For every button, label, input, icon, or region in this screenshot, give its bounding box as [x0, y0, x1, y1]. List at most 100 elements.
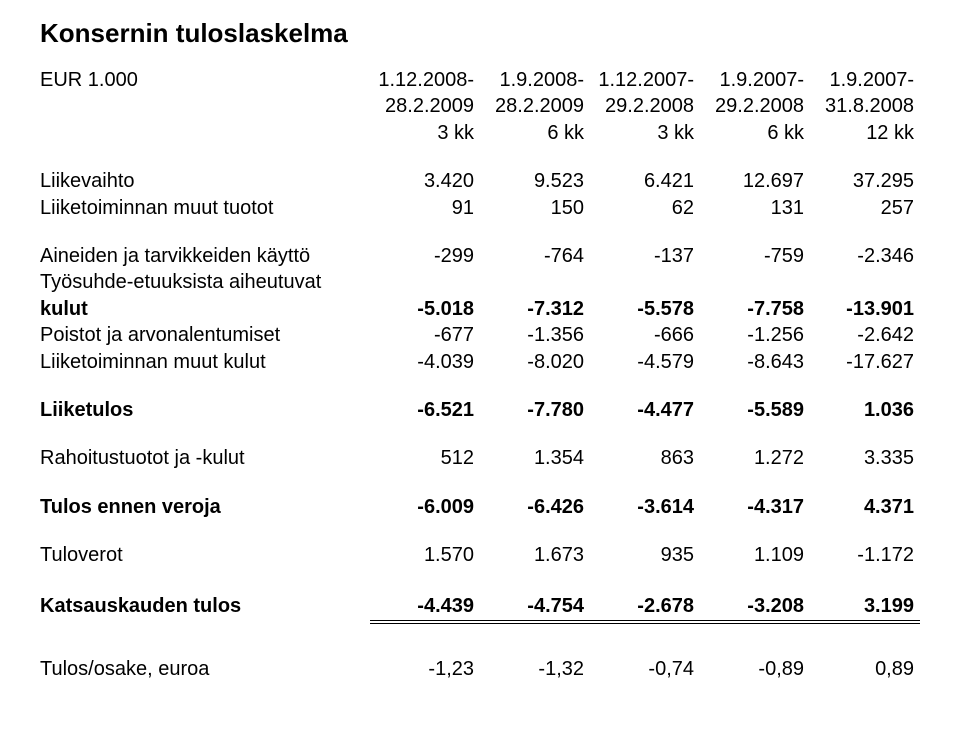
row-val-0: 512 — [370, 445, 480, 471]
row-val-0: -5.018 — [370, 296, 480, 322]
row-label: Liiketulos — [40, 397, 370, 423]
row-val-4: 37.295 — [810, 168, 920, 194]
spacer-row — [40, 423, 920, 445]
row-val-3: -1.256 — [700, 322, 810, 348]
row-val-2: 62 — [590, 195, 700, 221]
row-val-2: -137 — [590, 243, 700, 269]
header-top-3: 1.9.2007- — [700, 67, 810, 93]
row-val-2: 935 — [590, 542, 700, 568]
row-label: Liikevaihto — [40, 168, 370, 194]
row-val-2: -3.614 — [590, 494, 700, 520]
row-val-1: 9.523 — [480, 168, 590, 194]
row-label: Tulos ennen veroja — [40, 494, 370, 520]
table-row: kulut-5.018-7.312-5.578-7.758-13.901 — [40, 296, 920, 322]
row-val-2: -4.579 — [590, 349, 700, 375]
table-row: Tulos/osake, euroa-1,23-1,32-0,74-0,890,… — [40, 656, 920, 682]
row-val-3: 12.697 — [700, 168, 810, 194]
row-val-0: 3.420 — [370, 168, 480, 194]
header-row-1: EUR 1.0001.12.2008-1.9.2008-1.12.2007-1.… — [40, 67, 920, 93]
row-val-4: 3.335 — [810, 445, 920, 471]
spacer-cell — [40, 221, 920, 243]
row-val-4: 1.036 — [810, 397, 920, 423]
table-row: Liiketoiminnan muut tuotot9115062131257 — [40, 195, 920, 221]
header-row-2: 28.2.200928.2.200929.2.200829.2.200831.8… — [40, 93, 920, 119]
spacer-row — [40, 146, 920, 168]
header-bot-4: 12 kk — [810, 120, 920, 146]
row-val-0: -299 — [370, 243, 480, 269]
big-gap-cell — [40, 622, 920, 656]
row-val-0: -6.009 — [370, 494, 480, 520]
table-row: Rahoitustuotot ja -kulut5121.3548631.272… — [40, 445, 920, 471]
row-val-1: -8.020 — [480, 349, 590, 375]
row-label: Poistot ja arvonalentumiset — [40, 322, 370, 348]
header-bot-0: 3 kk — [370, 120, 480, 146]
row-val-1: -764 — [480, 243, 590, 269]
row-val-3: -759 — [700, 243, 810, 269]
spacer-row — [40, 375, 920, 397]
header-mid-4: 31.8.2008 — [810, 93, 920, 119]
header-top-0: 1.12.2008- — [370, 67, 480, 93]
spacer-cell — [40, 520, 920, 542]
big-gap-row — [40, 622, 920, 656]
header-mid-0: 28.2.2009 — [370, 93, 480, 119]
row-val-2: 863 — [590, 445, 700, 471]
row-val-0: -1,23 — [370, 656, 480, 682]
row-val-1: -7.312 — [480, 296, 590, 322]
row-val-1: -7.780 — [480, 397, 590, 423]
row-val-2 — [590, 269, 700, 295]
row-val-2: -2.678 — [590, 590, 700, 621]
spacer-cell — [40, 375, 920, 397]
table-row: Poistot ja arvonalentumiset-677-1.356-66… — [40, 322, 920, 348]
row-val-2: 6.421 — [590, 168, 700, 194]
header-mid-1: 28.2.2009 — [480, 93, 590, 119]
income-statement-table: EUR 1.0001.12.2008-1.9.2008-1.12.2007-1.… — [40, 67, 920, 682]
header-top-2: 1.12.2007- — [590, 67, 700, 93]
row-val-0: -677 — [370, 322, 480, 348]
row-val-2: -666 — [590, 322, 700, 348]
table-row: Tuloverot1.5701.6739351.109-1.172 — [40, 542, 920, 568]
currency-label: EUR 1.000 — [40, 67, 370, 93]
row-label: Työsuhde-etuuksista aiheutuvat — [40, 269, 370, 295]
row-val-0: -4.439 — [370, 590, 480, 621]
spacer-cell — [40, 423, 920, 445]
row-val-3: 1.272 — [700, 445, 810, 471]
row-val-0: -4.039 — [370, 349, 480, 375]
header-top-4: 1.9.2007- — [810, 67, 920, 93]
table-row: Liikevaihto3.4209.5236.42112.69737.295 — [40, 168, 920, 194]
row-label: Katsauskauden tulos — [40, 590, 370, 621]
row-val-4: 4.371 — [810, 494, 920, 520]
row-label: Tuloverot — [40, 542, 370, 568]
spacer-row — [40, 221, 920, 243]
row-val-2: -4.477 — [590, 397, 700, 423]
row-val-1: -4.754 — [480, 590, 590, 621]
row-val-1 — [480, 269, 590, 295]
row-val-3: -8.643 — [700, 349, 810, 375]
document-page: Konsernin tuloslaskelma EUR 1.0001.12.20… — [0, 0, 960, 732]
table-row: Työsuhde-etuuksista aiheutuvat — [40, 269, 920, 295]
row-val-1: -6.426 — [480, 494, 590, 520]
page-title: Konsernin tuloslaskelma — [40, 18, 920, 49]
row-val-3: -0,89 — [700, 656, 810, 682]
row-val-4: -17.627 — [810, 349, 920, 375]
row-val-0: 1.570 — [370, 542, 480, 568]
spacer-row — [40, 568, 920, 590]
row-val-1: -1,32 — [480, 656, 590, 682]
row-val-3 — [700, 269, 810, 295]
row-val-1: -1.356 — [480, 322, 590, 348]
row-val-1: 1.673 — [480, 542, 590, 568]
spacer-cell — [40, 472, 920, 494]
row-val-1: 1.354 — [480, 445, 590, 471]
row-label: Liiketoiminnan muut tuotot — [40, 195, 370, 221]
header-top-1: 1.9.2008- — [480, 67, 590, 93]
row-val-3: -3.208 — [700, 590, 810, 621]
row-val-2: -5.578 — [590, 296, 700, 322]
header-mid-3: 29.2.2008 — [700, 93, 810, 119]
row-val-3: 1.109 — [700, 542, 810, 568]
row-label: Aineiden ja tarvikkeiden käyttö — [40, 243, 370, 269]
table-row: Katsauskauden tulos-4.439-4.754-2.678-3.… — [40, 590, 920, 621]
table-row: Tulos ennen veroja-6.009-6.426-3.614-4.3… — [40, 494, 920, 520]
table-row: Liiketulos-6.521-7.780-4.477-5.5891.036 — [40, 397, 920, 423]
row-val-4: -1.172 — [810, 542, 920, 568]
row-val-4: -13.901 — [810, 296, 920, 322]
spacer-cell — [40, 146, 920, 168]
